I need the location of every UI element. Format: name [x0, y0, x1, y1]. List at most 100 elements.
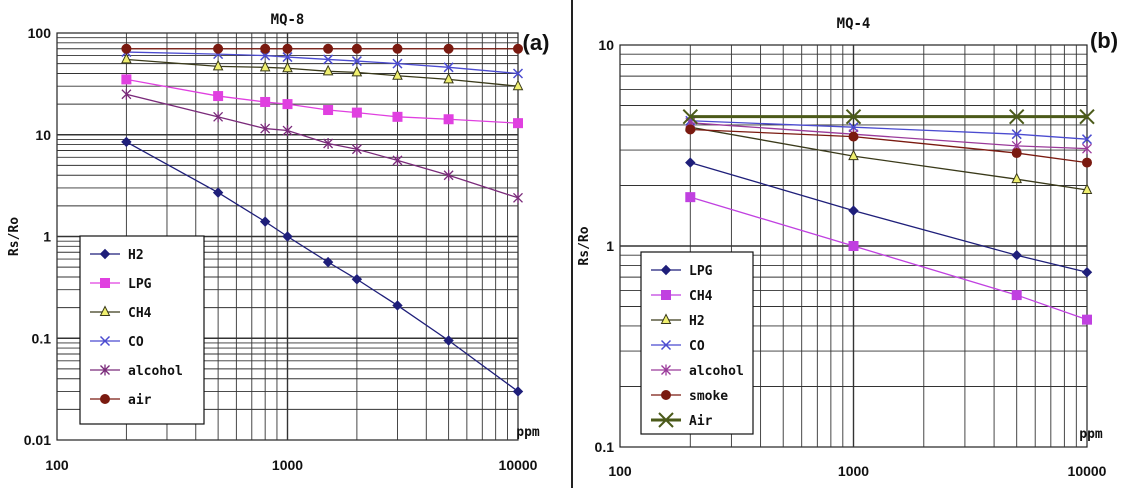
- series-line: [690, 161, 1088, 273]
- x-tick-label: 1000: [272, 457, 303, 473]
- series-air: [682, 108, 1095, 125]
- x-axis-label: ppm: [516, 425, 540, 440]
- legend-label: LPG: [128, 277, 152, 292]
- data-point: [1009, 108, 1025, 125]
- legend-swatch-marker: [661, 364, 671, 376]
- data-point: [848, 241, 859, 251]
- legend-item: H2: [90, 248, 144, 263]
- legend-item: alcohol: [90, 364, 183, 379]
- legend-label: H2: [128, 248, 144, 263]
- data-point: [260, 123, 271, 135]
- legend-label: air: [128, 393, 152, 408]
- panel-label: (b): [1090, 28, 1118, 53]
- y-tick-label: 0.1: [32, 330, 52, 346]
- data-point: [685, 124, 696, 135]
- data-point: [351, 43, 362, 54]
- data-point: [260, 43, 271, 54]
- x-tick-label: 10000: [1068, 463, 1107, 479]
- x-tick-label: 100: [608, 463, 632, 479]
- legend-swatch-marker: [100, 364, 110, 376]
- data-point: [121, 136, 132, 148]
- data-point: [213, 111, 224, 123]
- series-air: [121, 43, 523, 54]
- panel-label: (a): [523, 30, 550, 55]
- data-point: [1081, 183, 1093, 194]
- data-point: [1011, 249, 1022, 261]
- data-point: [1081, 267, 1093, 278]
- data-point: [323, 138, 334, 150]
- legend: H2 LPG CH4 CO alcohol air: [79, 235, 205, 425]
- data-point: [351, 56, 362, 67]
- legend-item: CH4: [651, 289, 713, 304]
- data-point: [392, 58, 403, 69]
- legend-box: [640, 251, 754, 435]
- y-tick-label: 1: [606, 238, 614, 254]
- data-point: [1011, 290, 1022, 301]
- data-point: [323, 105, 334, 116]
- data-point: [1082, 314, 1092, 325]
- data-point: [1082, 143, 1092, 155]
- data-point: [351, 65, 363, 77]
- data-point: [392, 111, 403, 122]
- legend-item: CH4: [90, 305, 152, 321]
- data-point: [323, 54, 334, 65]
- data-point: [323, 43, 334, 54]
- data-point: [848, 205, 859, 216]
- series-line: [690, 126, 1088, 191]
- data-point: [513, 43, 523, 54]
- legend-swatch-marker: [660, 264, 672, 276]
- data-point: [322, 64, 334, 76]
- legend-swatch-marker: [660, 339, 672, 351]
- y-tick-label: 0.01: [24, 432, 51, 448]
- series-ch4: [685, 192, 1092, 325]
- data-point: [259, 60, 271, 72]
- data-point: [848, 131, 859, 142]
- legend-swatch-marker: [100, 394, 110, 404]
- data-point: [392, 154, 403, 166]
- data-point: [259, 216, 271, 227]
- data-point: [512, 79, 524, 91]
- series-lpg: [121, 74, 523, 129]
- data-point: [685, 192, 696, 203]
- legend-item: CO: [651, 339, 705, 354]
- y-axis-label: Rs/Ro: [577, 226, 592, 265]
- x-tick-label: 100: [45, 457, 69, 473]
- legend-swatch-marker: [99, 305, 111, 316]
- series-co: [121, 47, 524, 79]
- data-point: [392, 300, 403, 311]
- y-tick-label: 100: [28, 25, 52, 41]
- data-point: [1082, 157, 1092, 168]
- data-point: [443, 72, 454, 84]
- chart-title: MQ-8: [271, 12, 305, 28]
- legend-item: LPG: [90, 277, 152, 292]
- series-co: [685, 115, 1093, 145]
- data-point: [1081, 134, 1093, 145]
- x-axis-label: ppm: [1079, 427, 1103, 442]
- legend-swatch-marker: [661, 290, 671, 300]
- data-point: [212, 187, 224, 198]
- data-point: [443, 169, 454, 181]
- series-line: [690, 122, 1088, 150]
- legend-item: LPG: [651, 264, 713, 279]
- panel-divider: [571, 0, 573, 488]
- data-point: [351, 274, 363, 285]
- legend-label: alcohol: [689, 364, 744, 379]
- y-axis-label: Rs/Ro: [7, 217, 22, 256]
- legend-label: H2: [689, 314, 705, 329]
- legend-swatch-marker: [658, 412, 674, 428]
- y-tick-label: 1: [43, 229, 51, 245]
- x-tick-label: 1000: [838, 463, 869, 479]
- data-point: [1079, 108, 1095, 125]
- data-point: [212, 59, 224, 71]
- legend-item: air: [90, 393, 152, 408]
- legend-swatch-marker: [660, 313, 672, 324]
- legend-item: smoke: [651, 389, 728, 404]
- x-tick-label: 10000: [499, 457, 538, 473]
- chart-title: MQ-4: [837, 16, 871, 32]
- data-point: [512, 386, 524, 397]
- legend-label: Air: [689, 414, 713, 429]
- data-point: [282, 52, 293, 63]
- data-point: [845, 108, 862, 125]
- data-point: [121, 88, 132, 100]
